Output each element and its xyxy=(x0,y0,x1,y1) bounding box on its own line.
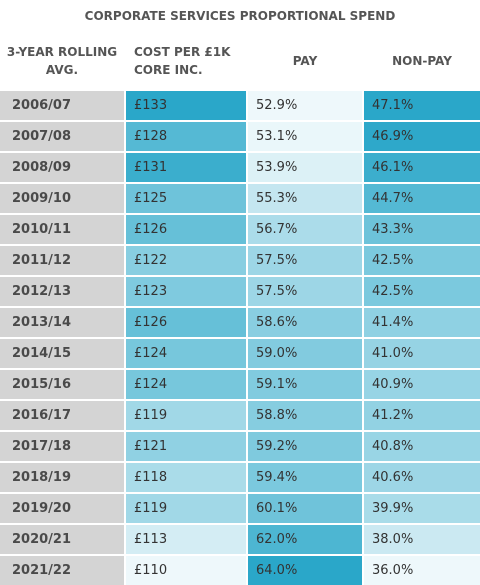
year-cell: 2011/12 xyxy=(0,246,124,275)
nonpay-cell: 42.5% xyxy=(364,246,480,275)
column-header-nonpay-line: NON-PAY xyxy=(392,54,452,68)
year-cell: 2019/20 xyxy=(0,494,124,523)
pay-cell: 58.8% xyxy=(248,401,362,430)
year-cell: 2020/21 xyxy=(0,525,124,554)
pay-cell: 59.4% xyxy=(248,463,362,492)
table-row: 2009/10 £125 55.3% 44.7% xyxy=(0,184,480,213)
column-header-year-line: AVG. xyxy=(45,63,79,77)
pay-cell: 57.5% xyxy=(248,277,362,306)
year-cell: 2008/09 xyxy=(0,153,124,182)
nonpay-cell: 41.0% xyxy=(364,339,480,368)
table-row: 2014/15 £124 59.0% 41.0% xyxy=(0,339,480,368)
cost-cell: £122 xyxy=(126,246,246,275)
pay-cell: 59.0% xyxy=(248,339,362,368)
cost-cell: £126 xyxy=(126,308,246,337)
table-row: 2016/17 £119 58.8% 41.2% xyxy=(0,401,480,430)
column-header-year: 3-YEAR ROLLING AVG. xyxy=(0,36,124,86)
nonpay-cell: 46.9% xyxy=(364,122,480,151)
table-row: 2011/12 £122 57.5% 42.5% xyxy=(0,246,480,275)
table-row: 2008/09 £131 53.9% 46.1% xyxy=(0,153,480,182)
cost-cell: £113 xyxy=(126,525,246,554)
cost-cell: £119 xyxy=(126,494,246,523)
nonpay-cell: 40.9% xyxy=(364,370,480,399)
column-header-cost-line: COST PER £1K xyxy=(134,45,231,59)
table-row: 2007/08 £128 53.1% 46.9% xyxy=(0,122,480,151)
column-header-year-line: 3-YEAR ROLLING xyxy=(6,45,118,59)
pay-cell: 59.1% xyxy=(248,370,362,399)
year-cell: 2014/15 xyxy=(0,339,124,368)
table-row: 2019/20 £119 60.1% 39.9% xyxy=(0,494,480,523)
cost-cell: £131 xyxy=(126,153,246,182)
nonpay-cell: 40.8% xyxy=(364,432,480,461)
pay-cell: 60.1% xyxy=(248,494,362,523)
nonpay-cell: 38.0% xyxy=(364,525,480,554)
pay-cell: 53.9% xyxy=(248,153,362,182)
cost-cell: £126 xyxy=(126,215,246,244)
nonpay-cell: 41.4% xyxy=(364,308,480,337)
year-cell: 2007/08 xyxy=(0,122,124,151)
nonpay-cell: 43.3% xyxy=(364,215,480,244)
nonpay-cell: 42.5% xyxy=(364,277,480,306)
pay-cell: 58.6% xyxy=(248,308,362,337)
pay-cell: 55.3% xyxy=(248,184,362,213)
cost-cell: £124 xyxy=(126,370,246,399)
column-header-pay: PAY xyxy=(248,36,362,86)
year-cell: 2018/19 xyxy=(0,463,124,492)
table-row: 2006/07 £133 52.9% 47.1% xyxy=(0,91,480,120)
cost-cell: £133 xyxy=(126,91,246,120)
cost-cell: £118 xyxy=(126,463,246,492)
pay-cell: 57.5% xyxy=(248,246,362,275)
cost-cell: £123 xyxy=(126,277,246,306)
column-header-cost: COST PER £1K CORE INC. xyxy=(134,36,246,86)
cost-cell: £119 xyxy=(126,401,246,430)
year-cell: 2009/10 xyxy=(0,184,124,213)
year-cell: 2010/11 xyxy=(0,215,124,244)
nonpay-cell: 39.9% xyxy=(364,494,480,523)
table-row: 2020/21 £113 62.0% 38.0% xyxy=(0,525,480,554)
table-row: 2013/14 £126 58.6% 41.4% xyxy=(0,308,480,337)
column-header-cost-line: CORE INC. xyxy=(134,63,203,77)
year-cell: 2006/07 xyxy=(0,91,124,120)
nonpay-cell: 47.1% xyxy=(364,91,480,120)
pay-cell: 53.1% xyxy=(248,122,362,151)
cost-cell: £125 xyxy=(126,184,246,213)
pay-cell: 52.9% xyxy=(248,91,362,120)
cost-cell: £128 xyxy=(126,122,246,151)
cost-cell: £121 xyxy=(126,432,246,461)
table-row: 2015/16 £124 59.1% 40.9% xyxy=(0,370,480,399)
column-header-nonpay: NON-PAY xyxy=(364,36,480,86)
table-row: 2010/11 £126 56.7% 43.3% xyxy=(0,215,480,244)
pay-cell: 62.0% xyxy=(248,525,362,554)
year-cell: 2015/16 xyxy=(0,370,124,399)
table-row: 2018/19 £118 59.4% 40.6% xyxy=(0,463,480,492)
cost-cell: £124 xyxy=(126,339,246,368)
column-header-pay-line: PAY xyxy=(292,54,318,68)
year-cell: 2017/18 xyxy=(0,432,124,461)
nonpay-cell: 44.7% xyxy=(364,184,480,213)
pay-cell: 56.7% xyxy=(248,215,362,244)
year-cell: 2013/14 xyxy=(0,308,124,337)
year-cell: 2012/13 xyxy=(0,277,124,306)
year-cell: 2016/17 xyxy=(0,401,124,430)
table-row: 2012/13 £123 57.5% 42.5% xyxy=(0,277,480,306)
table-row: 2017/18 £121 59.2% 40.8% xyxy=(0,432,480,461)
pay-cell: 59.2% xyxy=(248,432,362,461)
table-title: CORPORATE SERVICES PROPORTIONAL SPEND xyxy=(84,9,396,23)
nonpay-cell: 41.2% xyxy=(364,401,480,430)
nonpay-cell: 46.1% xyxy=(364,153,480,182)
nonpay-cell: 40.6% xyxy=(364,463,480,492)
